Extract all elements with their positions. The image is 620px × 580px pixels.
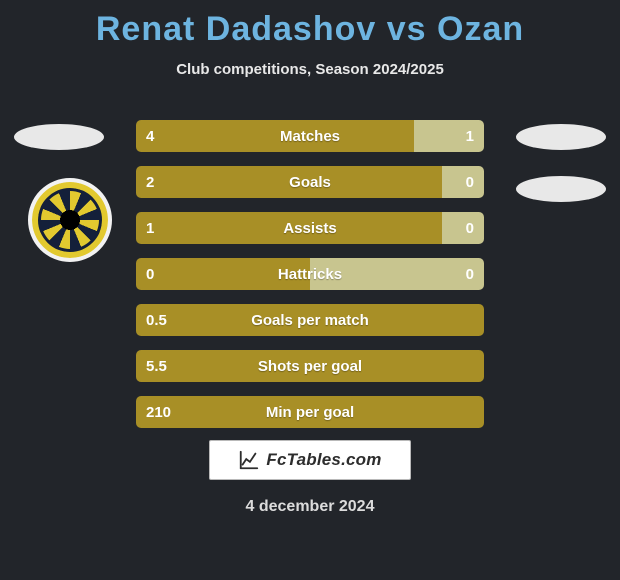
stat-left-value: 1 [136, 220, 164, 237]
stat-right-value: 0 [456, 220, 484, 237]
footer-brand-box[interactable]: FcTables.com [209, 440, 411, 480]
stat-bar-right: 0 [310, 258, 484, 290]
stat-row: 210Min per goal [136, 396, 484, 428]
player-left-placeholder [14, 124, 104, 150]
stat-bar-left: 2 [136, 166, 442, 198]
stat-left-value: 210 [136, 404, 181, 421]
page-date: 4 december 2024 [0, 498, 620, 516]
stat-bar-right: 0 [442, 212, 484, 244]
stat-row: 10Assists [136, 212, 484, 244]
stat-bar-left: 0 [136, 258, 310, 290]
page-title: Renat Dadashov vs Ozan [0, 0, 620, 49]
stat-right-value: 1 [456, 128, 484, 145]
stat-bar-right: 0 [442, 166, 484, 198]
club-crest [28, 178, 112, 262]
stat-right-value: 0 [456, 266, 484, 283]
stat-row: 20Goals [136, 166, 484, 198]
stat-left-value: 0 [136, 266, 164, 283]
stat-bar-left: 4 [136, 120, 414, 152]
stat-left-value: 2 [136, 174, 164, 191]
stat-row: 5.5Shots per goal [136, 350, 484, 382]
player-right-placeholder-1 [516, 124, 606, 150]
stats-bars: 41Matches20Goals10Assists00Hattricks0.5G… [136, 120, 484, 442]
stat-bar-single: 0.5 [136, 304, 484, 336]
footer-brand-text: FcTables.com [266, 450, 381, 470]
stat-row: 41Matches [136, 120, 484, 152]
stat-bar-right: 1 [414, 120, 484, 152]
page-subtitle: Club competitions, Season 2024/2025 [0, 61, 620, 78]
stat-left-value: 5.5 [136, 358, 177, 375]
chart-icon [238, 449, 260, 471]
stat-bar-single: 210 [136, 396, 484, 428]
stat-bar-single: 5.5 [136, 350, 484, 382]
stat-row: 00Hattricks [136, 258, 484, 290]
stat-bar-left: 1 [136, 212, 442, 244]
stat-left-value: 0.5 [136, 312, 177, 329]
stat-right-value: 0 [456, 174, 484, 191]
stat-left-value: 4 [136, 128, 164, 145]
club-crest-graphic [32, 182, 108, 258]
stat-row: 0.5Goals per match [136, 304, 484, 336]
player-right-placeholder-2 [516, 176, 606, 202]
